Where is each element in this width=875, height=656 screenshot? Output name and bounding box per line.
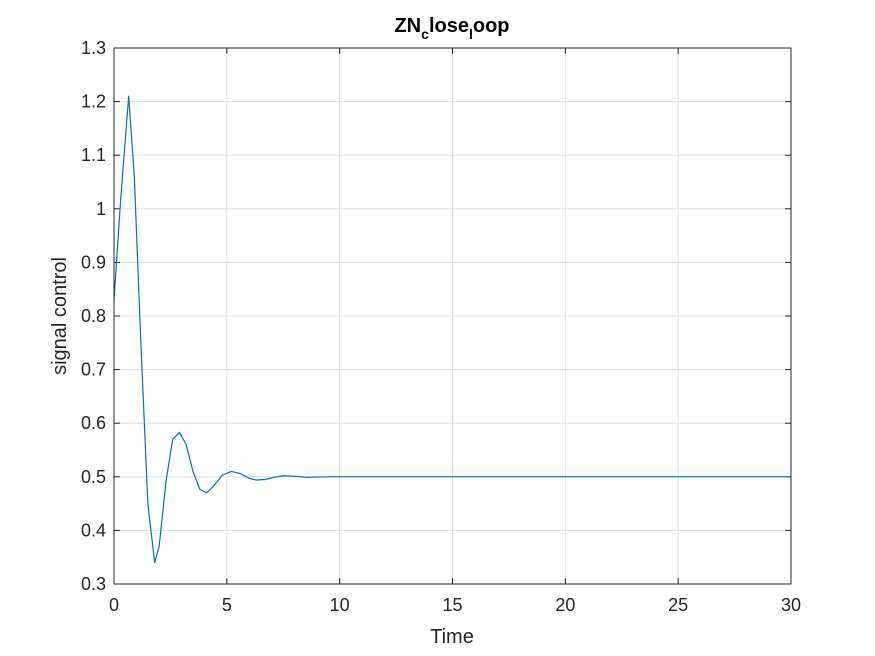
y-tick-label: 0.6 — [81, 413, 106, 433]
title-segment: oop — [473, 15, 510, 37]
series-line-0 — [113, 95, 791, 564]
y-tick-label: 1 — [96, 199, 106, 219]
title-subscript: l — [469, 26, 473, 42]
x-tick-label: 30 — [781, 595, 801, 615]
x-axis-label: Time — [430, 626, 474, 648]
x-tick-label: 15 — [442, 595, 462, 615]
y-tick-label: 0.9 — [81, 252, 106, 272]
y-tick-label: 0.4 — [81, 520, 106, 540]
y-axis-label: signal control — [49, 257, 71, 375]
x-tick-label: 5 — [222, 595, 232, 615]
x-tick-label: 20 — [555, 595, 575, 615]
axes-box — [113, 47, 792, 585]
y-tick-label: 0.8 — [81, 306, 106, 326]
x-tick-label: 10 — [330, 595, 350, 615]
y-tick-label: 0.3 — [81, 574, 106, 594]
title-segment: lose — [429, 15, 469, 37]
y-tick-label: 1.3 — [81, 38, 106, 58]
x-tick-label: 0 — [109, 595, 119, 615]
plot-area: 0 5 10 15 20 25 30 0.3 0.4 0.5 0.6 0.7 0.8 0.9 1 1.1 1.2… — [81, 38, 801, 615]
x-tick-label: 25 — [668, 595, 688, 615]
chart-title: ZNcloseloop — [394, 15, 509, 42]
y-tick-label: 0.5 — [81, 467, 106, 487]
title-subscript: c — [421, 26, 429, 42]
y-tick-label: 1.1 — [81, 145, 106, 165]
y-tick-label: 0.7 — [81, 360, 106, 380]
title-segment: ZN — [394, 15, 421, 37]
y-tick-label: 1.2 — [81, 92, 106, 112]
